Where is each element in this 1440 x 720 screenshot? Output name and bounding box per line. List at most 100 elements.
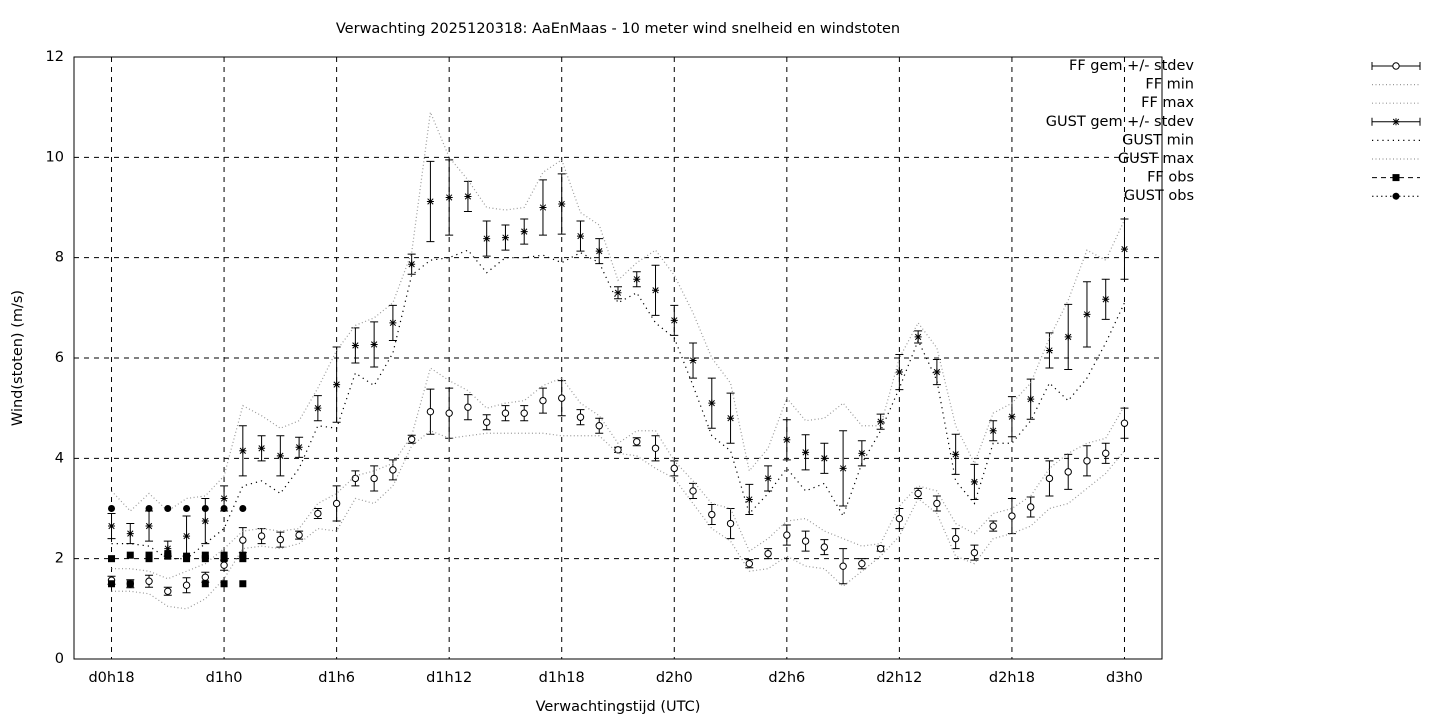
marker [483, 235, 491, 243]
marker [595, 247, 603, 255]
y-tick-label: 2 [55, 551, 64, 567]
y-tick-label: 0 [55, 651, 64, 667]
marker [970, 478, 978, 486]
marker [501, 234, 509, 242]
marker [820, 543, 829, 551]
marker [182, 581, 191, 589]
marker [464, 403, 472, 411]
legend-label: FF max [1141, 95, 1194, 111]
marker [1045, 346, 1053, 354]
marker [145, 555, 153, 563]
marker [276, 452, 284, 460]
marker [183, 555, 191, 563]
marker [877, 418, 885, 426]
marker [220, 580, 228, 588]
marker [820, 454, 828, 462]
marker [914, 333, 922, 341]
x-tick-label: d2h12 [876, 670, 922, 686]
marker [239, 536, 247, 544]
marker [1008, 512, 1016, 520]
marker [108, 522, 116, 530]
marker [689, 357, 697, 365]
marker [426, 407, 435, 416]
marker [801, 537, 810, 545]
y-axis-label: Wind(stoten) (m/s) [10, 290, 26, 426]
legend-marker [1392, 118, 1400, 126]
marker [239, 447, 247, 455]
marker [501, 409, 510, 417]
marker [633, 438, 641, 446]
x-tick-label: d3h0 [1106, 670, 1143, 686]
marker [989, 522, 997, 530]
marker [389, 466, 397, 474]
marker [295, 531, 303, 539]
marker [895, 368, 903, 376]
marker [895, 514, 904, 523]
marker [1064, 468, 1072, 476]
marker [764, 549, 772, 558]
marker [239, 580, 247, 588]
marker [164, 587, 172, 595]
marker [257, 532, 266, 540]
range-line [111, 109, 1126, 512]
x-tick-label: d2h18 [989, 670, 1035, 686]
marker [989, 427, 997, 435]
legend-marker [1392, 174, 1400, 182]
marker [708, 510, 716, 519]
legend-marker [1392, 62, 1400, 70]
marker [1102, 295, 1110, 303]
marker [351, 341, 359, 349]
marker [332, 499, 341, 508]
marker [314, 404, 322, 412]
marker [1120, 419, 1129, 427]
legend-label: FF min [1145, 77, 1194, 93]
marker [183, 505, 191, 512]
y-tick-label: 4 [55, 450, 64, 466]
legend-label: GUST min [1122, 132, 1194, 148]
marker [183, 532, 191, 540]
marker [1120, 245, 1128, 253]
legend-label: FF gem +/- stdev [1069, 58, 1194, 74]
marker [1008, 413, 1016, 421]
marker [201, 505, 209, 512]
marker [708, 399, 716, 407]
marker [351, 474, 360, 483]
legend-label: GUST gem +/- stdev [1046, 114, 1195, 130]
marker [145, 505, 153, 512]
marker [239, 505, 247, 512]
x-tick-label: d1h6 [318, 670, 355, 686]
marker [933, 368, 941, 376]
y-tick-label: 10 [46, 149, 64, 165]
marker [126, 551, 134, 559]
marker [407, 435, 416, 443]
range-line [111, 367, 1126, 580]
y-tick-label: 8 [55, 250, 64, 266]
marker [108, 580, 116, 588]
marker [558, 394, 566, 402]
legend-label: FF obs [1147, 170, 1194, 186]
marker [802, 448, 810, 456]
marker [314, 509, 322, 518]
marker [670, 464, 678, 473]
marker [201, 580, 209, 588]
marker [389, 319, 397, 327]
marker [839, 562, 847, 570]
marker [201, 551, 209, 559]
marker [126, 530, 134, 538]
y-tick-label: 12 [46, 49, 64, 65]
marker [1064, 333, 1072, 341]
x-tick-label: d2h0 [656, 670, 693, 686]
x-tick-label: d1h18 [539, 670, 585, 686]
marker [1083, 457, 1091, 465]
marker [651, 444, 660, 452]
marker [970, 548, 979, 557]
marker [220, 505, 228, 512]
marker [1026, 503, 1035, 511]
marker [614, 446, 622, 454]
marker [839, 464, 847, 472]
marker [783, 531, 791, 539]
marker [201, 517, 209, 525]
marker [464, 192, 472, 200]
legend-marker [1392, 192, 1400, 200]
